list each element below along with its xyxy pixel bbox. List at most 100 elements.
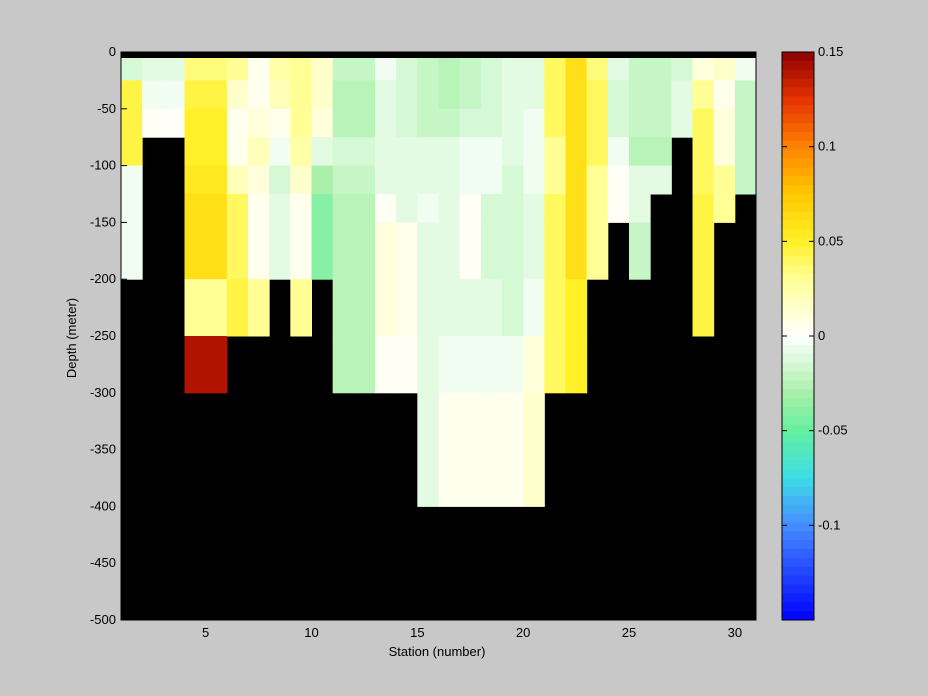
heatmap-cell bbox=[269, 57, 291, 81]
heatmap-cell bbox=[586, 108, 609, 138]
heatmap-cell bbox=[248, 279, 270, 337]
heatmap-cell bbox=[332, 336, 355, 394]
heatmap-cell bbox=[353, 80, 376, 110]
heatmap-cell bbox=[544, 80, 566, 110]
colorbar-swatch bbox=[782, 220, 814, 230]
heatmap-cell bbox=[396, 222, 418, 280]
heatmap-cell bbox=[734, 57, 757, 81]
x-axis: 5 10 15 20 25 30 bbox=[202, 614, 742, 640]
heatmap-cell bbox=[692, 165, 715, 195]
colorbar-swatch bbox=[782, 69, 814, 80]
heatmap-cell bbox=[248, 108, 270, 138]
heatmap-cell bbox=[184, 108, 207, 138]
heatmap-cell bbox=[480, 108, 503, 138]
heatmap-cell bbox=[459, 80, 482, 110]
heatmap-cell bbox=[544, 222, 566, 280]
heatmap-cell bbox=[184, 80, 207, 110]
heatmap-cell bbox=[396, 165, 418, 195]
heatmap-cell bbox=[184, 57, 207, 81]
heatmap-cell bbox=[290, 57, 312, 81]
heatmap-cell bbox=[121, 165, 143, 195]
colorbar-swatch bbox=[782, 593, 814, 603]
x-axis-label: Station (number) bbox=[389, 644, 486, 659]
heatmap-cell bbox=[417, 108, 439, 138]
heatmap-cell bbox=[290, 137, 312, 167]
colorbar-swatch bbox=[782, 123, 814, 133]
heatmap-cell bbox=[248, 80, 270, 110]
colorbar-swatch bbox=[782, 194, 814, 204]
heatmap-cell bbox=[353, 279, 376, 337]
colorbar-swatch bbox=[782, 131, 814, 142]
heatmap-cell bbox=[502, 222, 524, 280]
heatmap-cell bbox=[713, 194, 736, 223]
heatmap-cell bbox=[523, 57, 545, 81]
heatmap-cell bbox=[375, 165, 397, 195]
heatmap-cell bbox=[607, 57, 630, 81]
heatmap-cell bbox=[375, 108, 397, 138]
heatmap-cell bbox=[248, 194, 270, 223]
colorbar-swatch bbox=[782, 238, 814, 248]
heatmap-cell bbox=[480, 392, 503, 507]
heatmap-cell bbox=[375, 194, 397, 223]
heatmap-cell bbox=[226, 57, 249, 81]
y-axis-label: Depth (meter) bbox=[64, 298, 79, 378]
heatmap-cell bbox=[417, 137, 439, 167]
heatmap-cell bbox=[692, 137, 715, 167]
heatmap-cell bbox=[565, 57, 588, 81]
colorbar-tick-label: 0.1 bbox=[818, 139, 836, 154]
heatmap-cell bbox=[269, 222, 291, 280]
heatmap-cell bbox=[438, 80, 461, 110]
heatmap-cell bbox=[586, 165, 609, 195]
heatmap-cell bbox=[311, 80, 334, 110]
heatmap-cell bbox=[438, 108, 461, 138]
heatmap-cell bbox=[226, 165, 249, 195]
heatmap-cell bbox=[565, 336, 588, 394]
colorbar-swatch bbox=[782, 353, 814, 364]
colorbar-swatch bbox=[782, 371, 814, 381]
heatmap-cell bbox=[480, 336, 503, 394]
heatmap-cell bbox=[332, 222, 355, 280]
heatmap-cell bbox=[290, 80, 312, 110]
colorbar-swatch bbox=[782, 300, 814, 310]
heatmap-cell bbox=[417, 80, 439, 110]
heatmap-cell bbox=[311, 222, 334, 280]
colorbar-swatch bbox=[782, 398, 814, 408]
heatmap-cell bbox=[163, 57, 185, 81]
heatmap-cell bbox=[353, 222, 376, 280]
colorbar-swatch bbox=[782, 611, 814, 621]
heatmap-cell bbox=[332, 80, 355, 110]
heatmap-cell bbox=[332, 165, 355, 195]
heatmap-cell bbox=[523, 336, 545, 394]
heatmap-cell bbox=[459, 336, 482, 394]
heatmap-cell bbox=[353, 57, 376, 81]
heatmap-cell bbox=[502, 336, 524, 394]
x-tick-label: 25 bbox=[622, 625, 636, 640]
heatmap-cell bbox=[226, 137, 249, 167]
heatmap-cell bbox=[121, 108, 143, 138]
heatmap-cell bbox=[692, 222, 715, 280]
heatmap-cell bbox=[502, 108, 524, 138]
heatmap-cell bbox=[332, 279, 355, 337]
heatmap-cell bbox=[480, 137, 503, 167]
heatmap-cell bbox=[353, 194, 376, 223]
colorbar-swatch bbox=[782, 282, 814, 293]
heatmap-cell bbox=[353, 165, 376, 195]
heatmap-cell bbox=[375, 279, 397, 337]
heatmap-cell bbox=[205, 137, 228, 167]
heatmap-cell bbox=[375, 222, 397, 280]
heatmap-cell bbox=[480, 222, 503, 280]
heatmap-cell bbox=[459, 165, 482, 195]
colorbar-swatch bbox=[782, 549, 814, 559]
heatmap-cell bbox=[290, 279, 312, 337]
heatmap-cell bbox=[459, 279, 482, 337]
heatmap-cell bbox=[417, 279, 439, 337]
colorbar-swatch bbox=[782, 389, 814, 399]
heatmap-cell bbox=[332, 194, 355, 223]
heatmap-cell bbox=[502, 80, 524, 110]
heatmap-cell bbox=[417, 165, 439, 195]
colorbar-swatch bbox=[782, 478, 814, 488]
heatmap-cell bbox=[713, 108, 736, 138]
colorbar: 0.15 0.1 0.05 0 -0.05 -0.1 bbox=[781, 44, 848, 621]
heatmap-cell bbox=[205, 57, 228, 81]
heatmap-cell bbox=[248, 137, 270, 167]
